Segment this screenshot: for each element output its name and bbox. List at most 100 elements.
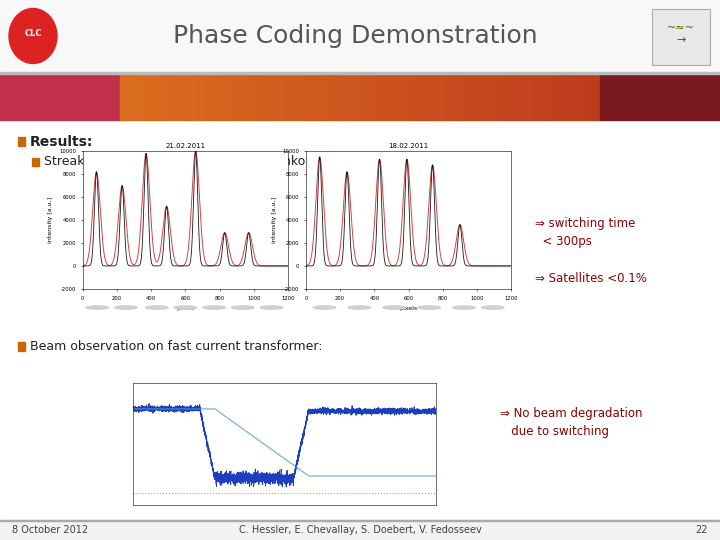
Bar (195, 74, 196, 120)
Bar (591, 74, 592, 120)
Bar (311, 74, 312, 120)
Bar (447, 74, 448, 120)
Bar (389, 74, 390, 120)
Bar (368, 74, 369, 120)
Bar (341, 74, 342, 120)
Bar (239, 74, 240, 120)
Bar (560, 74, 561, 120)
Y-axis label: intensity [a.u.]: intensity [a.u.] (48, 197, 53, 243)
Bar (465, 74, 466, 120)
Bar (192, 74, 193, 120)
Bar (249, 74, 250, 120)
Bar (159, 74, 160, 120)
Bar (359, 74, 360, 120)
Bar (537, 74, 538, 120)
Text: ⇒ switching time
  < 300ps: ⇒ switching time < 300ps (535, 217, 635, 247)
Text: Phase Coding Demonstration: Phase Coding Demonstration (173, 24, 537, 48)
Bar (294, 74, 295, 120)
Bar (224, 74, 225, 120)
Bar (583, 74, 584, 120)
Bar (391, 74, 392, 120)
Bar (338, 74, 339, 120)
Bar (329, 74, 330, 120)
Circle shape (313, 306, 336, 309)
Bar (228, 74, 229, 120)
Bar (279, 74, 280, 120)
Bar (125, 74, 126, 120)
Bar (326, 74, 327, 120)
Bar (526, 74, 527, 120)
Bar (442, 74, 443, 120)
Bar (252, 74, 253, 120)
Bar (210, 74, 211, 120)
Bar (169, 74, 170, 120)
Text: Results:: Results: (30, 135, 94, 149)
Bar (374, 74, 375, 120)
Bar (219, 74, 220, 120)
Bar (319, 74, 320, 120)
Bar (200, 74, 201, 120)
Bar (454, 74, 455, 120)
Bar (422, 74, 423, 120)
Bar (413, 74, 414, 120)
Bar (485, 74, 486, 120)
Bar (430, 74, 431, 120)
Bar (507, 74, 508, 120)
Bar (596, 74, 597, 120)
Bar (412, 74, 413, 120)
Bar (141, 74, 142, 120)
Bar (524, 74, 525, 120)
Bar (201, 74, 202, 120)
Bar (0, 520, 720, 540)
Bar (592, 74, 593, 120)
Bar (313, 74, 314, 120)
Bar (530, 74, 531, 120)
Bar (133, 74, 134, 120)
Bar (295, 74, 296, 120)
Bar (349, 74, 350, 120)
Bar (300, 74, 301, 120)
Bar (312, 74, 313, 120)
Circle shape (383, 306, 405, 309)
Bar (126, 74, 127, 120)
Bar (481, 74, 482, 120)
Bar (365, 74, 366, 120)
Bar (386, 74, 387, 120)
Bar (157, 74, 158, 120)
Bar (369, 74, 370, 120)
Bar (472, 74, 473, 120)
Bar (289, 74, 290, 120)
Bar (214, 74, 215, 120)
Bar (244, 74, 245, 120)
Bar (361, 74, 362, 120)
Bar (532, 74, 533, 120)
Bar (462, 74, 463, 120)
Bar (586, 74, 587, 120)
Bar (139, 74, 140, 120)
Bar (407, 74, 408, 120)
Bar (382, 74, 383, 120)
Bar (218, 74, 219, 120)
Bar (357, 74, 358, 120)
Bar (489, 74, 490, 120)
Bar (441, 74, 442, 120)
Text: Beam observation on fast current transformer:: Beam observation on fast current transfo… (30, 341, 323, 354)
Bar (190, 74, 191, 120)
Bar (278, 74, 279, 120)
Bar (510, 74, 511, 120)
Bar (518, 74, 519, 120)
Bar (436, 74, 437, 120)
Bar (551, 74, 552, 120)
Bar (477, 74, 478, 120)
Bar (540, 74, 541, 120)
Bar (234, 74, 235, 120)
Bar (273, 74, 274, 120)
Bar (32, 158, 39, 166)
Bar (266, 74, 267, 120)
Bar (449, 74, 450, 120)
Bar (574, 74, 575, 120)
Bar (170, 74, 171, 120)
Bar (123, 74, 124, 120)
Bar (351, 74, 352, 120)
Bar (148, 74, 149, 120)
